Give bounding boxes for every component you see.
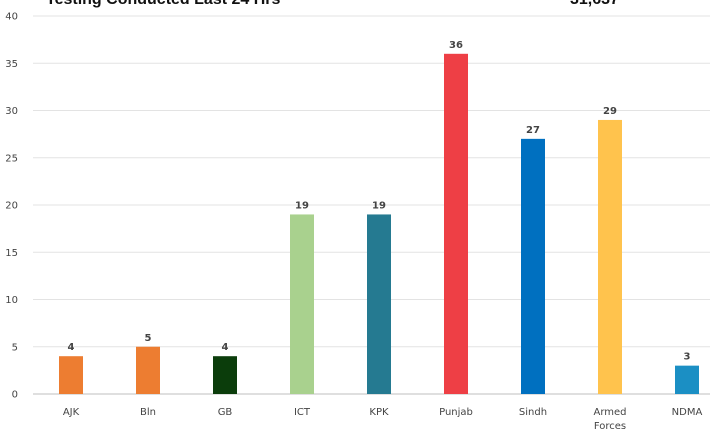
data-label: 29 [603, 106, 617, 117]
bar [213, 356, 237, 394]
data-label: 4 [222, 342, 229, 353]
chart-heading: Testing Conducted Last 24 Hrs [46, 0, 280, 9]
y-tick-label: 5 [12, 342, 18, 353]
data-label: 36 [449, 40, 463, 51]
bar [367, 214, 391, 394]
y-axis: 0 5 10 15 20 25 30 35 40 [5, 12, 18, 401]
y-tick-label: 20 [5, 201, 18, 212]
data-label: 5 [145, 333, 152, 344]
category-label: ICT [294, 407, 311, 418]
y-tick-label: 30 [5, 106, 18, 117]
tests-count: 31,637 [570, 0, 619, 9]
y-tick-label: 35 [5, 59, 18, 70]
bar [136, 346, 160, 394]
y-tick-label: 0 [12, 390, 18, 401]
category-label: Sindh [519, 407, 547, 418]
y-tick-label: 40 [5, 12, 18, 23]
category-label: AJK [63, 407, 80, 418]
bar [521, 138, 545, 394]
bar [675, 365, 699, 394]
category-label: Bln [140, 407, 156, 418]
x-axis: AJK Bln GB ICT KPK Punjab Sindh Armed Forces NDMA [63, 407, 703, 432]
y-tick-label: 10 [5, 295, 18, 306]
y-tick-label: 15 [5, 248, 18, 259]
bar [444, 53, 468, 395]
data-label: 19 [372, 200, 386, 211]
category-label: Forces [594, 421, 626, 432]
data-label: 4 [68, 342, 75, 353]
bars [59, 53, 699, 395]
category-label: Punjab [439, 407, 473, 418]
bar [290, 214, 314, 394]
category-label: NDMA [672, 407, 703, 418]
category-label: Armed [593, 407, 626, 418]
data-label: 27 [526, 125, 540, 136]
data-labels: 4 5 4 19 19 36 27 29 3 [68, 40, 691, 363]
category-label: GB [218, 407, 233, 418]
data-label: 19 [295, 200, 309, 211]
bar [59, 356, 83, 394]
chart-header: Testing Conducted Last 24 Hrs 31,637 [0, 0, 710, 11]
data-label: 3 [684, 352, 691, 363]
category-label: KPK [369, 407, 389, 418]
y-tick-label: 25 [5, 153, 18, 164]
bar [598, 119, 622, 394]
